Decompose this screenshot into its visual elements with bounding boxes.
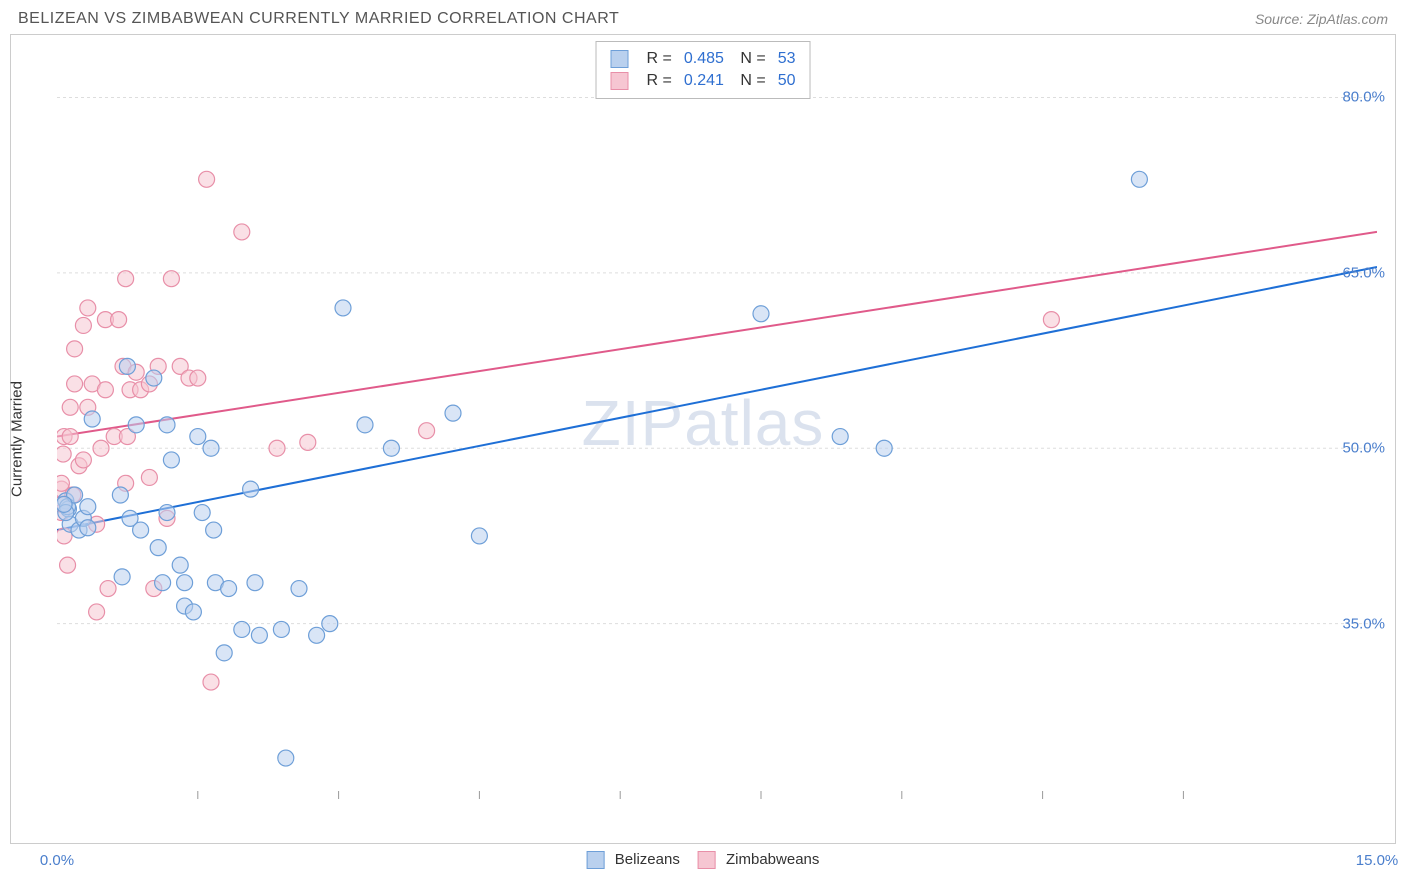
y-tick-label: 35.0% <box>1342 615 1385 632</box>
legend-row-belizeans: R = 0.485 N = 53 <box>611 48 796 70</box>
legend-n-value-1: 53 <box>778 50 796 68</box>
legend-item-belizeans: Belizeans <box>587 851 680 869</box>
y-tick-label: 80.0% <box>1342 89 1385 106</box>
legend-row-zimbabweans: R = 0.241 N = 50 <box>611 70 796 92</box>
legend-n-value-2: 50 <box>778 72 796 90</box>
plot-area: Currently Married R = 0.485 N = 53 R = 0… <box>10 34 1396 844</box>
chart-source: Source: ZipAtlas.com <box>1255 11 1388 27</box>
scatter-plot-svg <box>57 39 1377 799</box>
legend-label-belizeans: Belizeans <box>615 851 680 868</box>
swatch-zimbabweans <box>698 851 716 869</box>
legend-n-label: N = <box>736 50 766 68</box>
x-tick-label: 15.0% <box>1356 852 1399 869</box>
legend-n-label-2: N = <box>736 72 766 90</box>
legend-item-zimbabweans: Zimbabweans <box>698 851 820 869</box>
chart-header: BELIZEAN VS ZIMBABWEAN CURRENTLY MARRIED… <box>10 10 1396 34</box>
chart-container: BELIZEAN VS ZIMBABWEAN CURRENTLY MARRIED… <box>10 10 1396 844</box>
y-tick-label: 50.0% <box>1342 440 1385 457</box>
legend-r-value-1: 0.485 <box>684 50 724 68</box>
series-legend: Belizeans Zimbabweans <box>587 851 820 869</box>
legend-r-label: R = <box>647 50 672 68</box>
chart-title: BELIZEAN VS ZIMBABWEAN CURRENTLY MARRIED… <box>18 10 619 28</box>
legend-label-zimbabweans: Zimbabweans <box>726 851 819 868</box>
y-axis-label: Currently Married <box>9 381 26 497</box>
correlation-legend: R = 0.485 N = 53 R = 0.241 N = 50 <box>596 41 811 99</box>
legend-swatch-blue <box>611 50 629 68</box>
legend-r-value-2: 0.241 <box>684 72 724 90</box>
x-tick-label: 0.0% <box>40 852 74 869</box>
legend-r-label-2: R = <box>647 72 672 90</box>
legend-swatch-pink <box>611 72 629 90</box>
y-tick-label: 65.0% <box>1342 264 1385 281</box>
swatch-belizeans <box>587 851 605 869</box>
